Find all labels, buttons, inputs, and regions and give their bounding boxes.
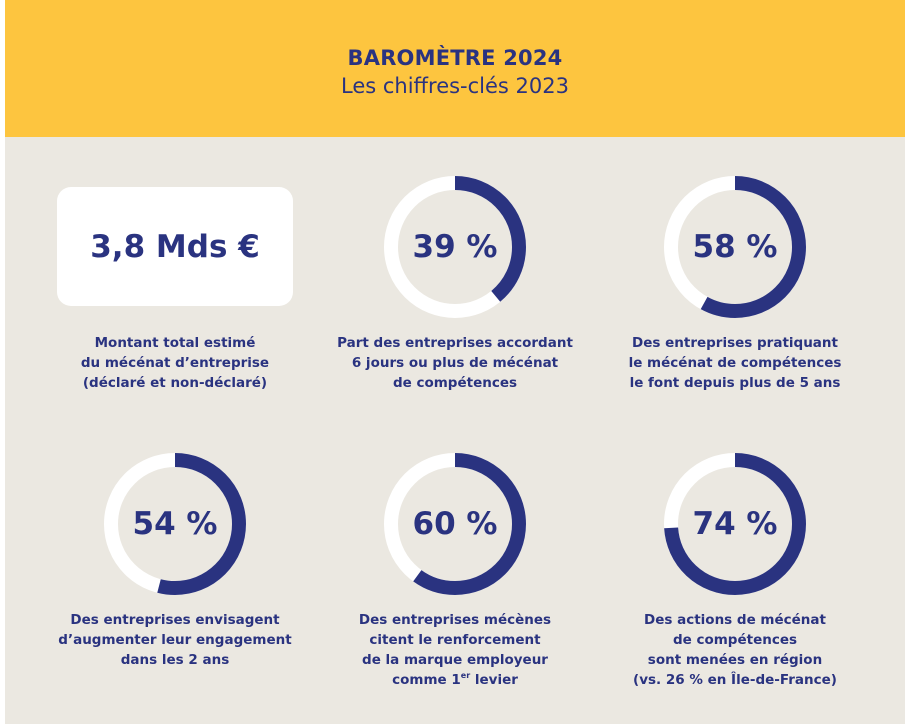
caption-line: de la marque employeur	[362, 652, 548, 668]
donut-arc	[384, 176, 526, 318]
caption-line: de compétences	[672, 632, 798, 648]
caption-line: Des entreprises mécènes	[358, 612, 552, 628]
donut-arc	[384, 453, 526, 595]
caption-line: (déclaré et non-déclaré)	[82, 375, 268, 391]
donut-chart: 54 %	[100, 449, 250, 599]
page-title: BAROMÈTRE 2024	[347, 46, 563, 70]
stat-value: 60 %	[412, 506, 498, 542]
stat-value: 3,8 Mds €	[90, 228, 260, 265]
caption-line: (vs. 26 % en Île-de-France)	[633, 672, 837, 688]
donut-chart: 60 %	[380, 449, 530, 599]
stat-card-total-amount: 3,8 Mds €	[57, 187, 293, 306]
caption-text: comme 1	[392, 672, 461, 688]
stat-value: 74 %	[692, 506, 778, 542]
caption-line: dans les 2 ans	[120, 652, 230, 668]
donut-svg	[104, 453, 246, 595]
stat-caption: Des entreprises mécènes citent le renfor…	[315, 610, 595, 690]
stat-value: 39 %	[412, 229, 498, 265]
stat-caption: Des actions de mécénat de compétences so…	[595, 610, 875, 690]
caption-line: Part des entreprises accordant	[337, 335, 573, 351]
caption-line: Des entreprises pratiquant	[632, 335, 838, 351]
page-subtitle: Les chiffres-clés 2023	[341, 74, 569, 98]
stat-caption: Part des entreprises accordant 6 jours o…	[315, 333, 595, 393]
caption-line: Des entreprises envisagent	[70, 612, 280, 628]
donut-svg	[664, 453, 806, 595]
donut-chart: 39 %	[380, 172, 530, 322]
caption-text: levier	[470, 672, 518, 688]
caption-line: Des actions de mécénat	[644, 612, 826, 628]
donut-arc	[664, 453, 806, 595]
donut-svg	[384, 453, 526, 595]
stat-value: 54 %	[132, 506, 218, 542]
header-banner: BAROMÈTRE 2024 Les chiffres-clés 2023	[5, 0, 905, 137]
caption-line: comme 1er levier	[315, 670, 595, 690]
caption-line: du mécénat d’entreprise	[80, 355, 270, 371]
stat-caption: Montant total estimé du mécénat d’entrep…	[35, 333, 315, 393]
donut-chart: 74 %	[660, 449, 810, 599]
donut-svg	[664, 176, 806, 318]
donut-arc	[104, 453, 246, 595]
stat-caption: Des entreprises envisagent d’augmenter l…	[35, 610, 315, 670]
stat-caption: Des entreprises pratiquant le mécénat de…	[595, 333, 875, 393]
caption-line: Montant total estimé	[94, 335, 256, 351]
donut-arc	[664, 176, 806, 318]
infographic-page: BAROMÈTRE 2024 Les chiffres-clés 2023 3,…	[5, 0, 905, 724]
donut-svg	[384, 176, 526, 318]
caption-line: le font depuis plus de 5 ans	[629, 375, 841, 391]
caption-line: 6 jours ou plus de mécénat	[351, 355, 559, 371]
caption-line: citent le renforcement	[369, 632, 541, 648]
caption-line: d’augmenter leur engagement	[58, 632, 292, 648]
donut-chart: 58 %	[660, 172, 810, 322]
caption-line: sont menées en région	[647, 652, 823, 668]
stat-value: 58 %	[692, 229, 778, 265]
superscript: er	[460, 671, 471, 680]
caption-line: le mécénat de compétences	[628, 355, 842, 371]
caption-line: de compétences	[392, 375, 518, 391]
